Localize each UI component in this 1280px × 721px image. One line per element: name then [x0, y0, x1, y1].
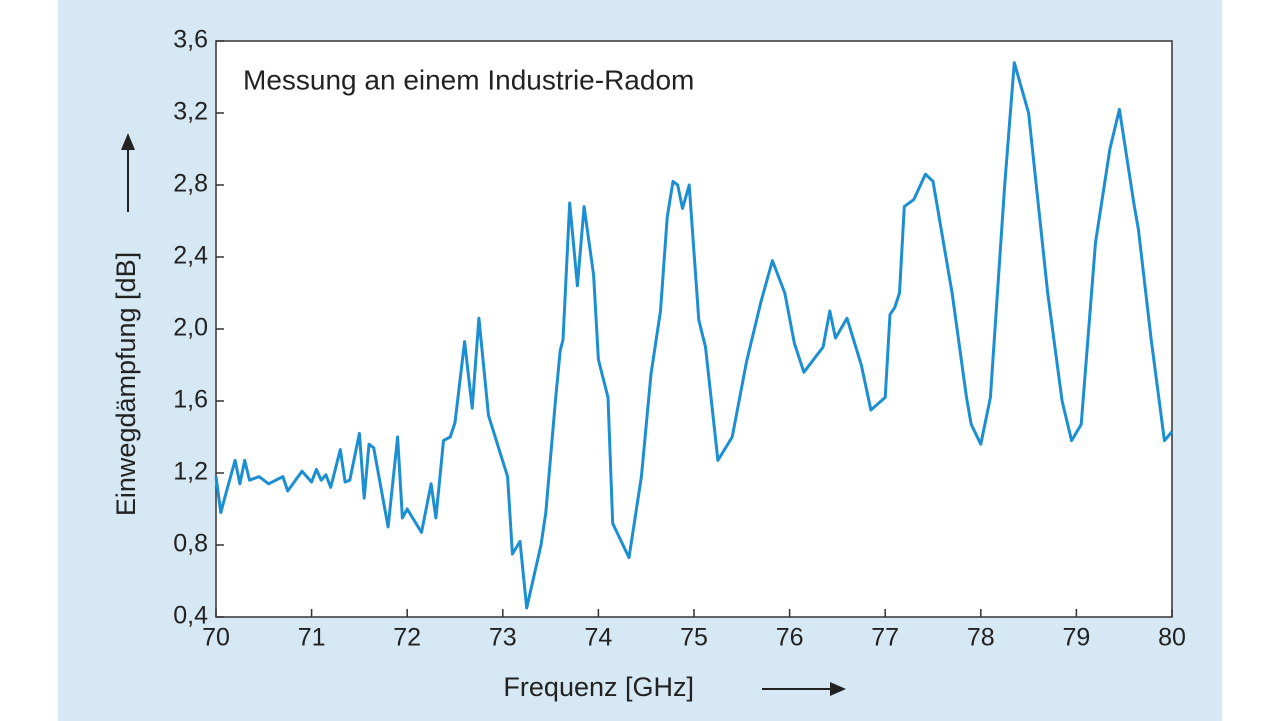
x-tick-label: 79: [1062, 624, 1090, 652]
x-tick-label: 76: [776, 624, 804, 652]
x-tick-label: 73: [489, 624, 517, 652]
annotation: Messung an einem Industrie-Radom: [243, 64, 694, 95]
plot-area: [215, 40, 1173, 618]
x-tick-label: 77: [871, 624, 899, 652]
data-line: [214, 61, 1174, 610]
y-tick-label: 0,8: [173, 530, 208, 558]
x-axis-label: Frequenz [GHz]: [503, 672, 694, 702]
y-tick-label: 3,2: [173, 98, 208, 126]
x-tick-label: 74: [584, 624, 612, 652]
x-tick-label: 78: [967, 624, 995, 652]
x-arrow: [762, 682, 846, 696]
y-tick-label: 2,4: [173, 242, 208, 270]
y-tick-label: 1,2: [173, 458, 208, 486]
y-tick-label: 2,8: [173, 170, 208, 198]
x-tick-label: 71: [298, 624, 326, 652]
y-arrow: [121, 133, 135, 212]
y-tick-label: 2,0: [173, 314, 208, 342]
y-tick-label: 3,6: [173, 26, 208, 54]
y-tick-label: 0,4: [173, 602, 208, 630]
x-tick-label: 80: [1158, 624, 1186, 652]
y-axis-label: Einwegdämpfung [dB]: [111, 252, 141, 516]
x-tick-label: 70: [202, 624, 230, 652]
x-tick-label: 75: [680, 624, 708, 652]
y-tick-label: 1,6: [173, 386, 208, 414]
x-tick-label: 72: [393, 624, 421, 652]
